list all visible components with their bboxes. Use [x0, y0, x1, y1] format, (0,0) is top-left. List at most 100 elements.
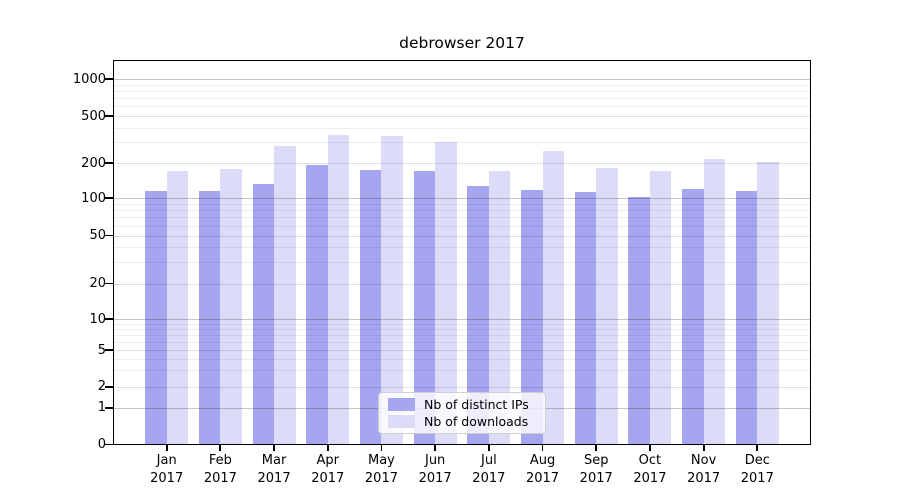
bar-nb-of-downloads-mar — [274, 145, 296, 445]
gridline — [113, 198, 811, 200]
x-tick-label-year: 2017 — [525, 471, 560, 486]
bar-nb-of-distinct-ips-mar — [252, 184, 275, 445]
y-tick — [105, 234, 113, 237]
gridline-minor — [113, 370, 811, 372]
gridline-minor — [113, 217, 811, 219]
bar-nb-of-distinct-ips-aug — [521, 189, 543, 445]
gridline — [113, 319, 811, 320]
y-tick-label: 2 — [97, 379, 106, 395]
x-tick — [380, 445, 383, 451]
x-tick-label-year: 2017 — [633, 471, 667, 486]
gridline-minor — [113, 247, 811, 249]
y-tick-label: 100 — [81, 190, 106, 206]
gridline-minor — [113, 334, 811, 336]
bar-nb-of-distinct-ips-oct — [628, 196, 650, 445]
gridline-minor — [113, 262, 811, 264]
x-tick-label-year: 2017 — [203, 471, 237, 486]
plot-area — [105, 60, 811, 451]
x-tick-label: Mar 2017 — [244, 452, 304, 488]
legend-label: Nb of distinct IPs — [424, 397, 529, 412]
legend-swatch-0 — [388, 398, 415, 411]
x-tick-label: Aug 2017 — [513, 452, 573, 488]
y-tick — [105, 115, 113, 117]
x-tick-label: Jun 2017 — [405, 452, 465, 488]
gridline-minor — [113, 84, 811, 86]
gridline-minor — [113, 358, 811, 360]
gridline — [113, 386, 811, 388]
x-tick-label: Dec 2017 — [727, 452, 787, 488]
bar-nb-of-distinct-ips-dec — [735, 190, 758, 445]
x-tick-label-year: 2017 — [740, 471, 774, 486]
y-tick — [105, 162, 113, 165]
gridline-minor — [113, 323, 811, 325]
x-tick — [165, 445, 168, 451]
bar-nb-of-distinct-ips-sep — [574, 192, 597, 445]
gridline-minor — [113, 225, 811, 227]
axes-spines — [113, 60, 811, 445]
x-tick — [273, 445, 275, 451]
x-tick-label: Feb 2017 — [190, 452, 250, 488]
gridline — [113, 79, 811, 80]
x-tick-label-year: 2017 — [150, 471, 184, 486]
x-tick-label: Jan 2017 — [137, 452, 197, 488]
y-tick-label: 50 — [89, 228, 106, 243]
bar-nb-of-downloads-aug — [542, 151, 564, 445]
x-tick-label-year: 2017 — [687, 471, 721, 486]
gridline — [113, 350, 811, 351]
gridline — [113, 235, 811, 237]
bar-nb-of-distinct-ips-apr — [306, 165, 328, 445]
bar-nb-of-downloads-apr — [327, 135, 350, 445]
x-tick-label-year: 2017 — [579, 471, 613, 486]
x-tick — [541, 445, 544, 451]
x-tick-label-year: 2017 — [364, 471, 398, 486]
y-tick — [105, 282, 113, 285]
x-tick-label: May 2017 — [351, 452, 411, 488]
x-tick-label-year: 2017 — [311, 471, 345, 486]
x-tick-label: Oct 2017 — [620, 452, 680, 488]
x-tick-label-year: 2017 — [472, 471, 506, 486]
y-tick — [105, 385, 113, 388]
gridline-minor — [113, 98, 811, 100]
bar-nb-of-distinct-ips-feb — [198, 190, 221, 445]
gridline-minor — [113, 142, 811, 144]
y-tick-label: 5 — [97, 342, 106, 358]
y-tick-label: 20 — [89, 276, 106, 291]
x-tick-label-year: 2017 — [257, 471, 291, 486]
y-tick — [105, 406, 113, 409]
bar-nb-of-downloads-feb — [220, 168, 242, 445]
x-tick — [756, 445, 759, 451]
y-tick — [105, 349, 113, 351]
x-tick — [595, 445, 598, 451]
bar-nb-of-downloads-dec — [757, 161, 779, 445]
gridline — [113, 163, 811, 165]
gridline-minor — [113, 127, 811, 129]
x-tick-label: Apr 2017 — [298, 452, 358, 488]
y-tick-label: 500 — [81, 108, 106, 124]
legend: Nb of distinct IPs Nb of downloads — [378, 392, 546, 434]
gridline-minor — [113, 106, 811, 108]
x-tick-label: Sep 2017 — [566, 452, 626, 488]
x-tick — [649, 445, 651, 451]
bar-nb-of-downloads-sep — [596, 167, 618, 445]
bar-nb-of-downloads-nov — [703, 159, 726, 445]
x-tick — [434, 445, 437, 451]
x-tick-label: Nov 2017 — [674, 452, 734, 488]
bar-nb-of-distinct-ips-nov — [682, 189, 704, 445]
y-tick — [105, 197, 113, 200]
bar-nb-of-downloads-oct — [649, 170, 672, 445]
y-tick-label: 10 — [89, 311, 106, 327]
chart-title: debrowser 2017 — [399, 34, 525, 52]
y-tick-label: 1000 — [72, 71, 106, 87]
x-tick — [702, 445, 705, 451]
bar-nb-of-distinct-ips-jan — [145, 190, 167, 445]
bar-nb-of-downloads-may — [381, 136, 403, 445]
gridline — [113, 116, 811, 117]
legend-item-downloads: Nb of downloads — [388, 414, 536, 429]
bar-nb-of-distinct-ips-jun — [413, 170, 436, 445]
gridline — [113, 283, 811, 285]
y-tick — [105, 78, 113, 80]
gridline-minor — [113, 328, 811, 330]
y-tick-label: 200 — [81, 155, 106, 171]
y-tick-label: 1 — [97, 400, 106, 416]
